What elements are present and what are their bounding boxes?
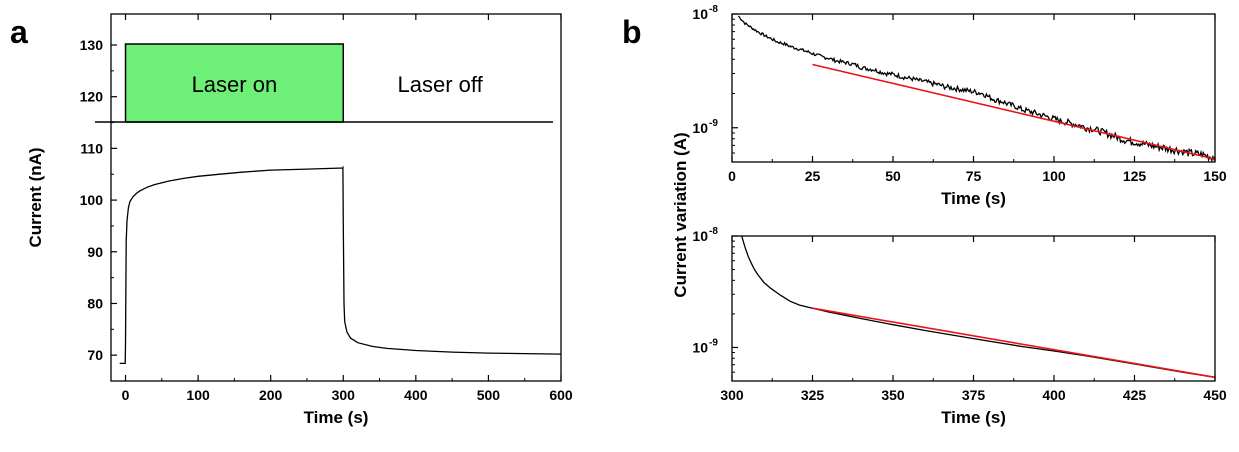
plot-frame <box>731 13 1216 163</box>
x-tick-label: 0 <box>728 168 736 184</box>
x-tick-label: 75 <box>966 168 982 184</box>
x-tick-label: 400 <box>404 387 428 403</box>
x-tick-label: 300 <box>332 387 356 403</box>
y-tick-label-exponent: -9 <box>709 118 718 129</box>
x-tick-label: 450 <box>1203 387 1227 403</box>
y-tick-label: 10 <box>692 6 708 22</box>
x-tick-label: 200 <box>259 387 283 403</box>
x-tick-label: 125 <box>1123 168 1147 184</box>
x-tick-label: 400 <box>1042 387 1066 403</box>
laser-on-region <box>124 43 345 123</box>
x-tick-label: 100 <box>1042 168 1066 184</box>
x-tick-label: 300 <box>720 387 744 403</box>
plot-frame <box>731 235 1216 382</box>
y-tick-label: 10 <box>692 120 708 136</box>
x-tick-label: 325 <box>801 387 825 403</box>
y-tick-label: 100 <box>80 192 104 208</box>
data-series-line-0 <box>741 235 1216 378</box>
x-tick-label: 425 <box>1123 387 1147 403</box>
x-tick-label: 350 <box>881 387 905 403</box>
x-tick-label: 50 <box>885 168 901 184</box>
y-tick-label: 130 <box>80 37 104 53</box>
data-series-line-0 <box>119 165 562 365</box>
x-tick-label: 150 <box>1203 168 1227 184</box>
y-tick-label: 110 <box>80 140 103 156</box>
x-tick-label: 100 <box>186 387 210 403</box>
x-tick-label: 375 <box>962 387 986 403</box>
fit-series-line-1 <box>812 307 1216 379</box>
y-tick-label-exponent: -9 <box>709 337 718 348</box>
panel-label-b: b <box>622 14 642 50</box>
x-axis-title: Time (s) <box>941 408 1006 427</box>
x-axis-title: Time (s) <box>941 189 1006 208</box>
panel-label-a: a <box>10 14 28 50</box>
y-tick-label: 80 <box>87 295 103 311</box>
y-axis-title: Current (nA) <box>26 147 45 247</box>
b-shared-y-axis-title: Current variation (A) <box>671 132 690 297</box>
data-series-line-0 <box>737 15 1216 163</box>
y-tick-label: 10 <box>692 228 708 244</box>
x-axis-title: Time (s) <box>304 408 369 427</box>
plot-frame <box>110 13 562 382</box>
y-tick-label: 90 <box>87 244 103 260</box>
y-tick-label-exponent: -8 <box>709 226 718 237</box>
y-tick-label-exponent: -8 <box>709 4 718 15</box>
y-tick-label: 120 <box>80 89 104 105</box>
x-tick-label: 500 <box>477 387 501 403</box>
chart-panel-a: Laser on Laser off 0 100 200 300 400 500 600 70 80… <box>26 13 573 427</box>
fit-series-line-1 <box>812 63 1216 160</box>
laser-off-label: Laser off <box>398 72 484 97</box>
laser-on-label: Laser on <box>192 72 278 97</box>
x-tick-label: 25 <box>805 168 821 184</box>
x-tick-label: 600 <box>549 387 573 403</box>
y-tick-label: 70 <box>87 347 103 363</box>
x-tick-label: 0 <box>122 387 130 403</box>
y-tick-label: 10 <box>692 339 708 355</box>
